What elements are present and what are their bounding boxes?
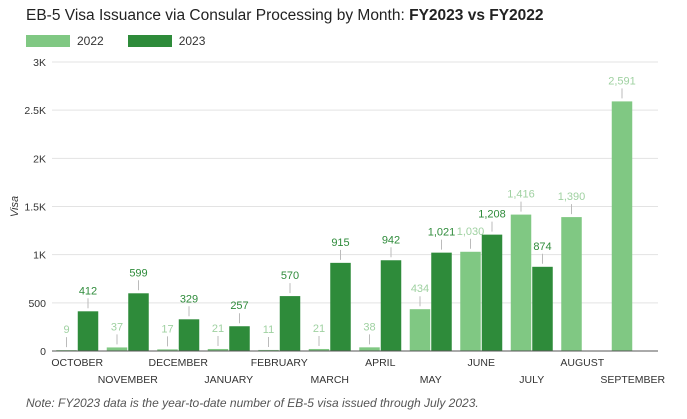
data-label-2023: 599 bbox=[129, 267, 147, 279]
data-label-2023: 1,021 bbox=[428, 227, 456, 239]
data-label-2023: 915 bbox=[331, 237, 349, 249]
y-tick-label: 2.5K bbox=[24, 105, 46, 117]
bar-2022-november bbox=[106, 347, 128, 351]
bar-2022-july bbox=[510, 214, 532, 351]
data-label-2022: 38 bbox=[363, 321, 375, 333]
bar-2022-may bbox=[409, 309, 431, 351]
chart-note: Note: FY2023 data is the year-to-date nu… bbox=[26, 396, 479, 410]
legend-label-2023: 2023 bbox=[178, 34, 206, 48]
x-tick-label: NOVEMBER bbox=[98, 374, 159, 386]
data-label-2023: 942 bbox=[382, 234, 400, 246]
legend-item-2022[interactable]: 2022 bbox=[26, 34, 104, 48]
bar-2023-december bbox=[178, 319, 200, 351]
x-tick-label: MAY bbox=[420, 374, 442, 386]
y-tick-label: 2K bbox=[33, 153, 46, 165]
bar-2023-january bbox=[229, 326, 250, 351]
bar-2023-november bbox=[128, 293, 149, 351]
x-tick-label: JUNE bbox=[468, 357, 495, 369]
data-label-2022: 17 bbox=[161, 323, 173, 335]
y-tick-label: 1K bbox=[33, 250, 46, 262]
legend-swatch-2023 bbox=[127, 35, 172, 47]
bar-2023-april bbox=[380, 260, 402, 351]
chart-legend: 2022 2023 bbox=[26, 34, 229, 48]
x-tick-label: JANUARY bbox=[204, 374, 253, 386]
bar-2022-june bbox=[460, 251, 481, 351]
legend-item-2023[interactable]: 2023 bbox=[127, 34, 206, 48]
data-label-2023: 257 bbox=[230, 300, 248, 312]
x-tick-label: APRIL bbox=[365, 357, 396, 369]
data-label-2022: 2,591 bbox=[608, 75, 636, 87]
x-tick-label: JULY bbox=[519, 374, 544, 386]
x-tick-label: MARCH bbox=[311, 374, 350, 386]
data-label-2022: 37 bbox=[111, 321, 123, 333]
chart-title-bold: FY2023 vs FY2022 bbox=[409, 7, 544, 24]
data-label-2022: 21 bbox=[313, 323, 325, 335]
y-tick-label: 1.5K bbox=[24, 202, 46, 214]
bar-2022-february bbox=[258, 349, 279, 351]
legend-label-2022: 2022 bbox=[77, 34, 104, 48]
data-label-2022: 11 bbox=[263, 324, 274, 336]
y-axis-label: Visa bbox=[9, 196, 21, 217]
data-label-2022: 9 bbox=[63, 324, 69, 336]
data-label-2022: 434 bbox=[411, 283, 429, 295]
data-label-2023: 1,208 bbox=[478, 209, 506, 221]
bar-2023-february bbox=[279, 296, 301, 351]
data-label-2023: 874 bbox=[533, 241, 551, 253]
bar-2023-march bbox=[330, 262, 351, 351]
x-tick-label: AUGUST bbox=[560, 357, 604, 369]
bar-2023-may bbox=[431, 252, 452, 351]
y-tick-label: 3K bbox=[33, 57, 46, 69]
bar-2022-march bbox=[308, 348, 330, 351]
chart-title: EB-5 Visa Issuance via Consular Processi… bbox=[26, 7, 544, 25]
bar-2022-september bbox=[611, 101, 633, 351]
data-label-2022: 21 bbox=[212, 323, 224, 335]
data-label-2022: 1,030 bbox=[457, 226, 485, 238]
x-tick-label: DECEMBER bbox=[148, 357, 208, 369]
chart-title-prefix: EB-5 Visa Issuance via Consular Processi… bbox=[26, 7, 410, 24]
x-tick-label: SEPTEMBER bbox=[600, 374, 665, 386]
x-tick-label: OCTOBER bbox=[51, 357, 103, 369]
data-label-2023: 412 bbox=[79, 285, 97, 297]
bar-2023-july bbox=[532, 266, 553, 351]
y-tick-label: 500 bbox=[28, 298, 46, 310]
bar-2022-april bbox=[359, 347, 380, 351]
bar-2022-january bbox=[207, 348, 229, 351]
bar-2023-june bbox=[481, 234, 503, 351]
data-label-2022: 1,390 bbox=[558, 191, 586, 203]
data-label-2022: 1,416 bbox=[507, 189, 535, 201]
bar-2023-october bbox=[77, 311, 99, 351]
bar-2022-december bbox=[157, 349, 178, 351]
legend-swatch-2022 bbox=[26, 35, 70, 47]
bar-2022-august bbox=[561, 217, 582, 351]
data-label-2023: 570 bbox=[281, 270, 299, 282]
x-tick-label: FEBRUARY bbox=[251, 357, 308, 369]
data-label-2023: 329 bbox=[180, 293, 198, 305]
y-tick-label: 0 bbox=[40, 346, 46, 358]
